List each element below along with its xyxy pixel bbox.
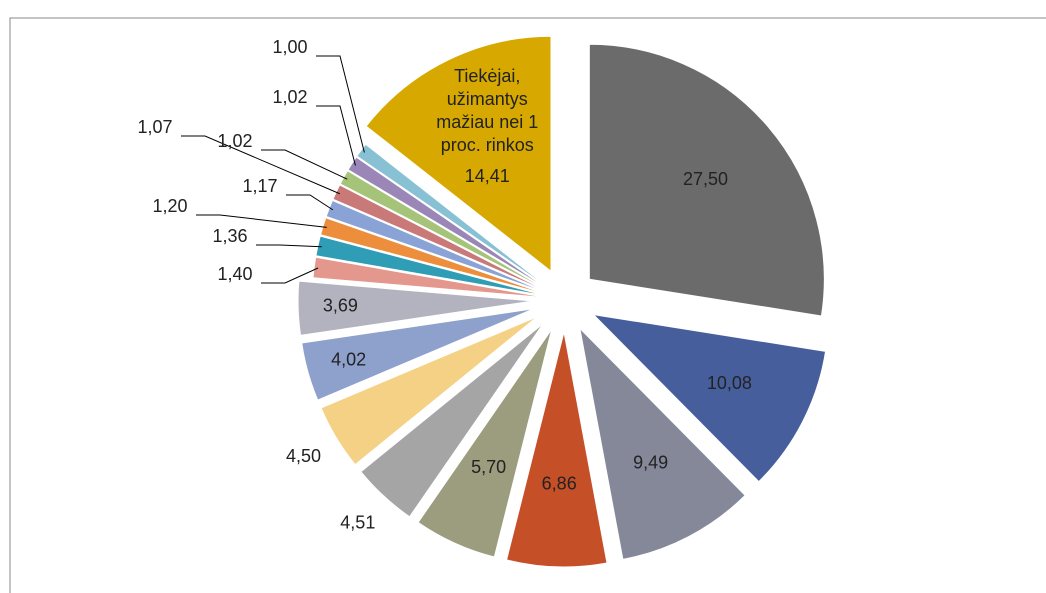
data-label: 5,70 <box>471 457 506 477</box>
pie-slice <box>312 256 548 299</box>
leader-line <box>181 135 340 195</box>
pie-slice <box>319 217 548 296</box>
data-label: 14,41 <box>465 166 510 186</box>
pie-slice <box>325 199 549 294</box>
pie-slice <box>360 323 544 518</box>
category-label: Tiekėjai, užimantys mažiau nei 1 proc. r… <box>436 66 539 156</box>
data-label: 1,00 <box>272 37 307 57</box>
leader-line <box>256 244 322 248</box>
data-label: 1,36 <box>212 226 247 246</box>
pie-slice <box>297 280 534 336</box>
data-label: 9,49 <box>633 452 668 472</box>
data-label: 3,69 <box>323 296 358 316</box>
data-label: 27,50 <box>683 169 728 189</box>
leader-line <box>261 149 348 180</box>
data-label: 1,02 <box>272 87 307 107</box>
pie-slice <box>588 43 825 317</box>
pie-slice <box>365 35 552 273</box>
data-label: 1,07 <box>137 117 172 137</box>
leader-line <box>316 105 356 166</box>
data-label: 10,08 <box>707 373 752 393</box>
data-label: 1,40 <box>217 264 252 284</box>
pie-slice <box>356 143 551 290</box>
pie-slice <box>315 235 548 297</box>
data-label: 4,51 <box>340 513 375 533</box>
pie-slice <box>347 156 551 291</box>
pie-slice <box>417 328 553 558</box>
pie-slice <box>579 326 746 560</box>
category-text: Tiekėjai, užimantys mažiau nei 1 proc. r… <box>436 66 539 156</box>
leader-line <box>316 55 365 153</box>
data-label: 1,02 <box>217 131 252 151</box>
pie-slice <box>505 331 608 568</box>
pie-slice <box>592 313 827 483</box>
pie-slice <box>301 308 535 401</box>
data-label: 4,02 <box>331 349 366 369</box>
data-label: 6,86 <box>542 473 577 493</box>
leader-line <box>196 214 327 228</box>
data-label: 1,17 <box>242 176 277 196</box>
leader-line <box>261 267 319 284</box>
pie-slice <box>320 316 538 466</box>
leader-line <box>286 194 334 211</box>
data-label: 1,20 <box>152 196 187 216</box>
data-label: 4,50 <box>286 446 321 466</box>
